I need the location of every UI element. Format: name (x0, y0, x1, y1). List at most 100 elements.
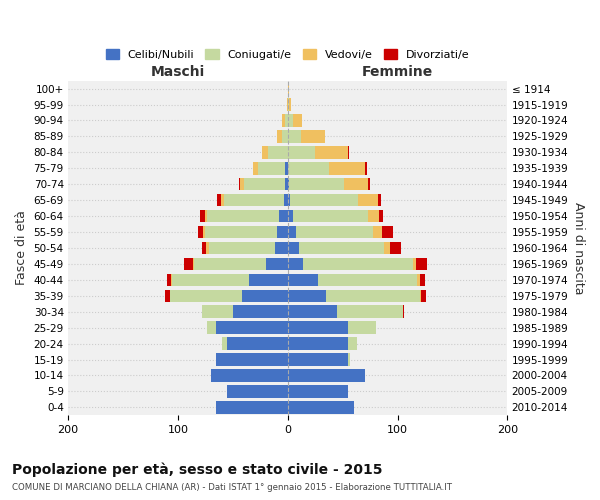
Bar (390, 242, 401, 254)
Bar (241, 178, 244, 190)
Bar (258, 162, 286, 174)
Bar (239, 178, 241, 190)
Bar (287, 146, 315, 158)
Bar (216, 322, 287, 334)
Legend: Celibi/Nubili, Coniugati/e, Vedovi/e, Divorziati/e: Celibi/Nubili, Coniugati/e, Vedovi/e, Di… (102, 46, 473, 64)
Bar (170, 290, 242, 302)
Bar (206, 242, 209, 254)
Bar (287, 210, 293, 222)
Bar (268, 146, 287, 158)
Bar (287, 306, 337, 318)
Bar (403, 306, 404, 318)
Bar (287, 162, 329, 174)
Bar (287, 226, 296, 238)
Text: Maschi: Maschi (151, 65, 205, 79)
Bar (348, 322, 376, 334)
Bar (227, 385, 287, 398)
Bar (301, 130, 325, 142)
Bar (202, 242, 206, 254)
Bar (368, 210, 379, 222)
Bar (319, 274, 418, 286)
Text: COMUNE DI MARCIANO DELLA CHIANA (AR) - Dati ISTAT 1° gennaio 2015 - Elaborazione: COMUNE DI MARCIANO DELLA CHIANA (AR) - D… (12, 484, 452, 492)
Bar (326, 290, 419, 302)
Bar (287, 98, 289, 111)
Bar (287, 290, 326, 302)
Bar (211, 369, 287, 382)
Bar (348, 146, 349, 158)
Bar (200, 210, 205, 222)
Bar (344, 178, 368, 190)
Bar (287, 178, 289, 190)
Bar (287, 82, 289, 95)
Bar (224, 194, 284, 206)
Bar (287, 258, 303, 270)
Bar (358, 194, 378, 206)
Bar (193, 258, 194, 270)
Bar (365, 162, 367, 174)
Bar (287, 274, 319, 286)
Bar (164, 290, 170, 302)
Bar (289, 178, 344, 190)
Bar (167, 274, 171, 286)
Bar (287, 338, 348, 350)
Bar (217, 194, 221, 206)
Bar (303, 258, 413, 270)
Bar (418, 274, 419, 286)
Bar (221, 194, 224, 206)
Bar (227, 338, 287, 350)
Bar (419, 290, 421, 302)
Bar (208, 322, 216, 334)
Bar (329, 162, 365, 174)
Bar (244, 178, 286, 190)
Bar (287, 114, 293, 126)
Bar (286, 178, 287, 190)
Bar (287, 385, 348, 398)
Bar (172, 274, 249, 286)
Bar (287, 354, 348, 366)
Bar (266, 258, 287, 270)
Bar (287, 242, 299, 254)
Y-axis label: Anni di nascita: Anni di nascita (572, 202, 585, 294)
Bar (277, 130, 282, 142)
Bar (382, 226, 393, 238)
Bar (202, 306, 233, 318)
Bar (385, 242, 390, 254)
Bar (262, 146, 268, 158)
Bar (253, 162, 258, 174)
Bar (279, 210, 287, 222)
Bar (249, 274, 287, 286)
Bar (299, 242, 385, 254)
Bar (209, 242, 275, 254)
Bar (373, 226, 382, 238)
Bar (337, 306, 403, 318)
Text: Femmine: Femmine (362, 65, 433, 79)
Bar (282, 114, 286, 126)
Bar (286, 114, 287, 126)
Bar (197, 226, 203, 238)
Bar (216, 354, 287, 366)
Bar (378, 194, 381, 206)
Bar (289, 98, 291, 111)
Bar (379, 210, 383, 222)
Bar (416, 258, 427, 270)
Bar (282, 130, 287, 142)
Bar (184, 258, 193, 270)
Bar (287, 401, 353, 413)
Bar (296, 226, 373, 238)
Bar (284, 194, 287, 206)
Text: Popolazione per età, sesso e stato civile - 2015: Popolazione per età, sesso e stato civil… (12, 462, 383, 477)
Bar (368, 178, 370, 190)
Bar (205, 210, 208, 222)
Bar (287, 194, 290, 206)
Bar (194, 258, 266, 270)
Bar (287, 322, 348, 334)
Bar (290, 194, 358, 206)
Bar (287, 369, 365, 382)
Bar (413, 258, 416, 270)
Bar (216, 401, 287, 413)
Bar (275, 242, 287, 254)
Bar (233, 306, 287, 318)
Bar (286, 162, 287, 174)
Bar (287, 130, 301, 142)
Bar (242, 290, 287, 302)
